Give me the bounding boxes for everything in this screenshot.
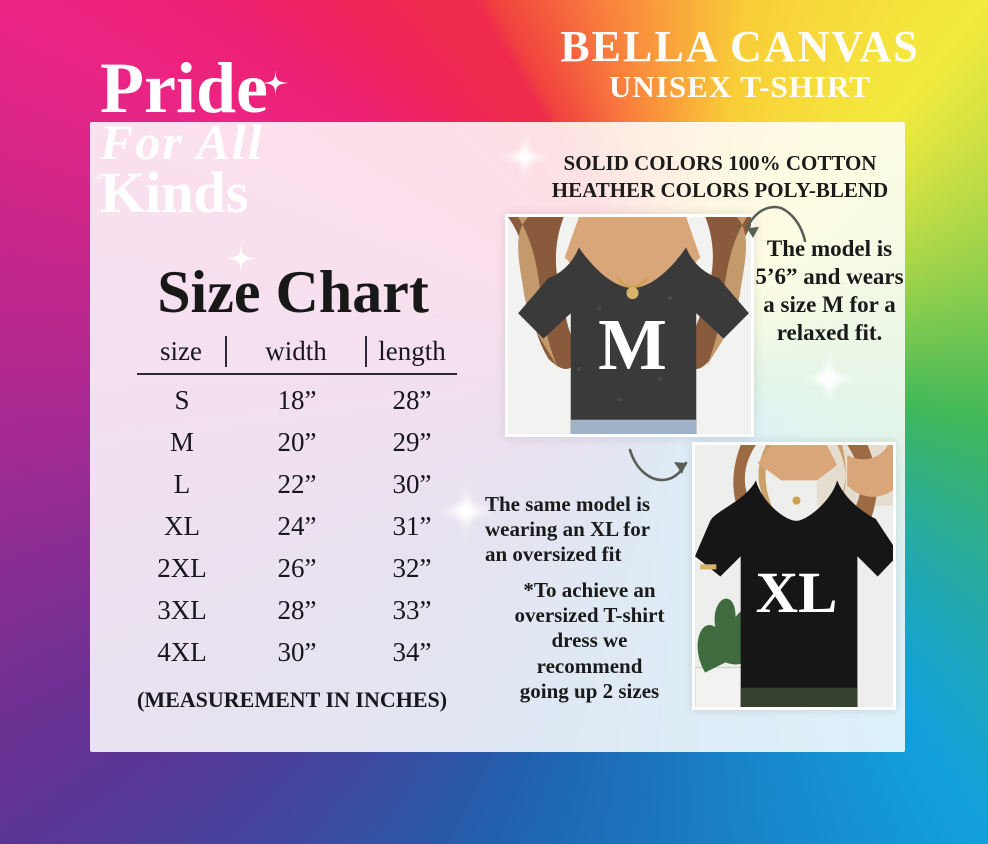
svg-text:M: M (598, 304, 667, 385)
svg-text:XL: XL (756, 560, 838, 625)
